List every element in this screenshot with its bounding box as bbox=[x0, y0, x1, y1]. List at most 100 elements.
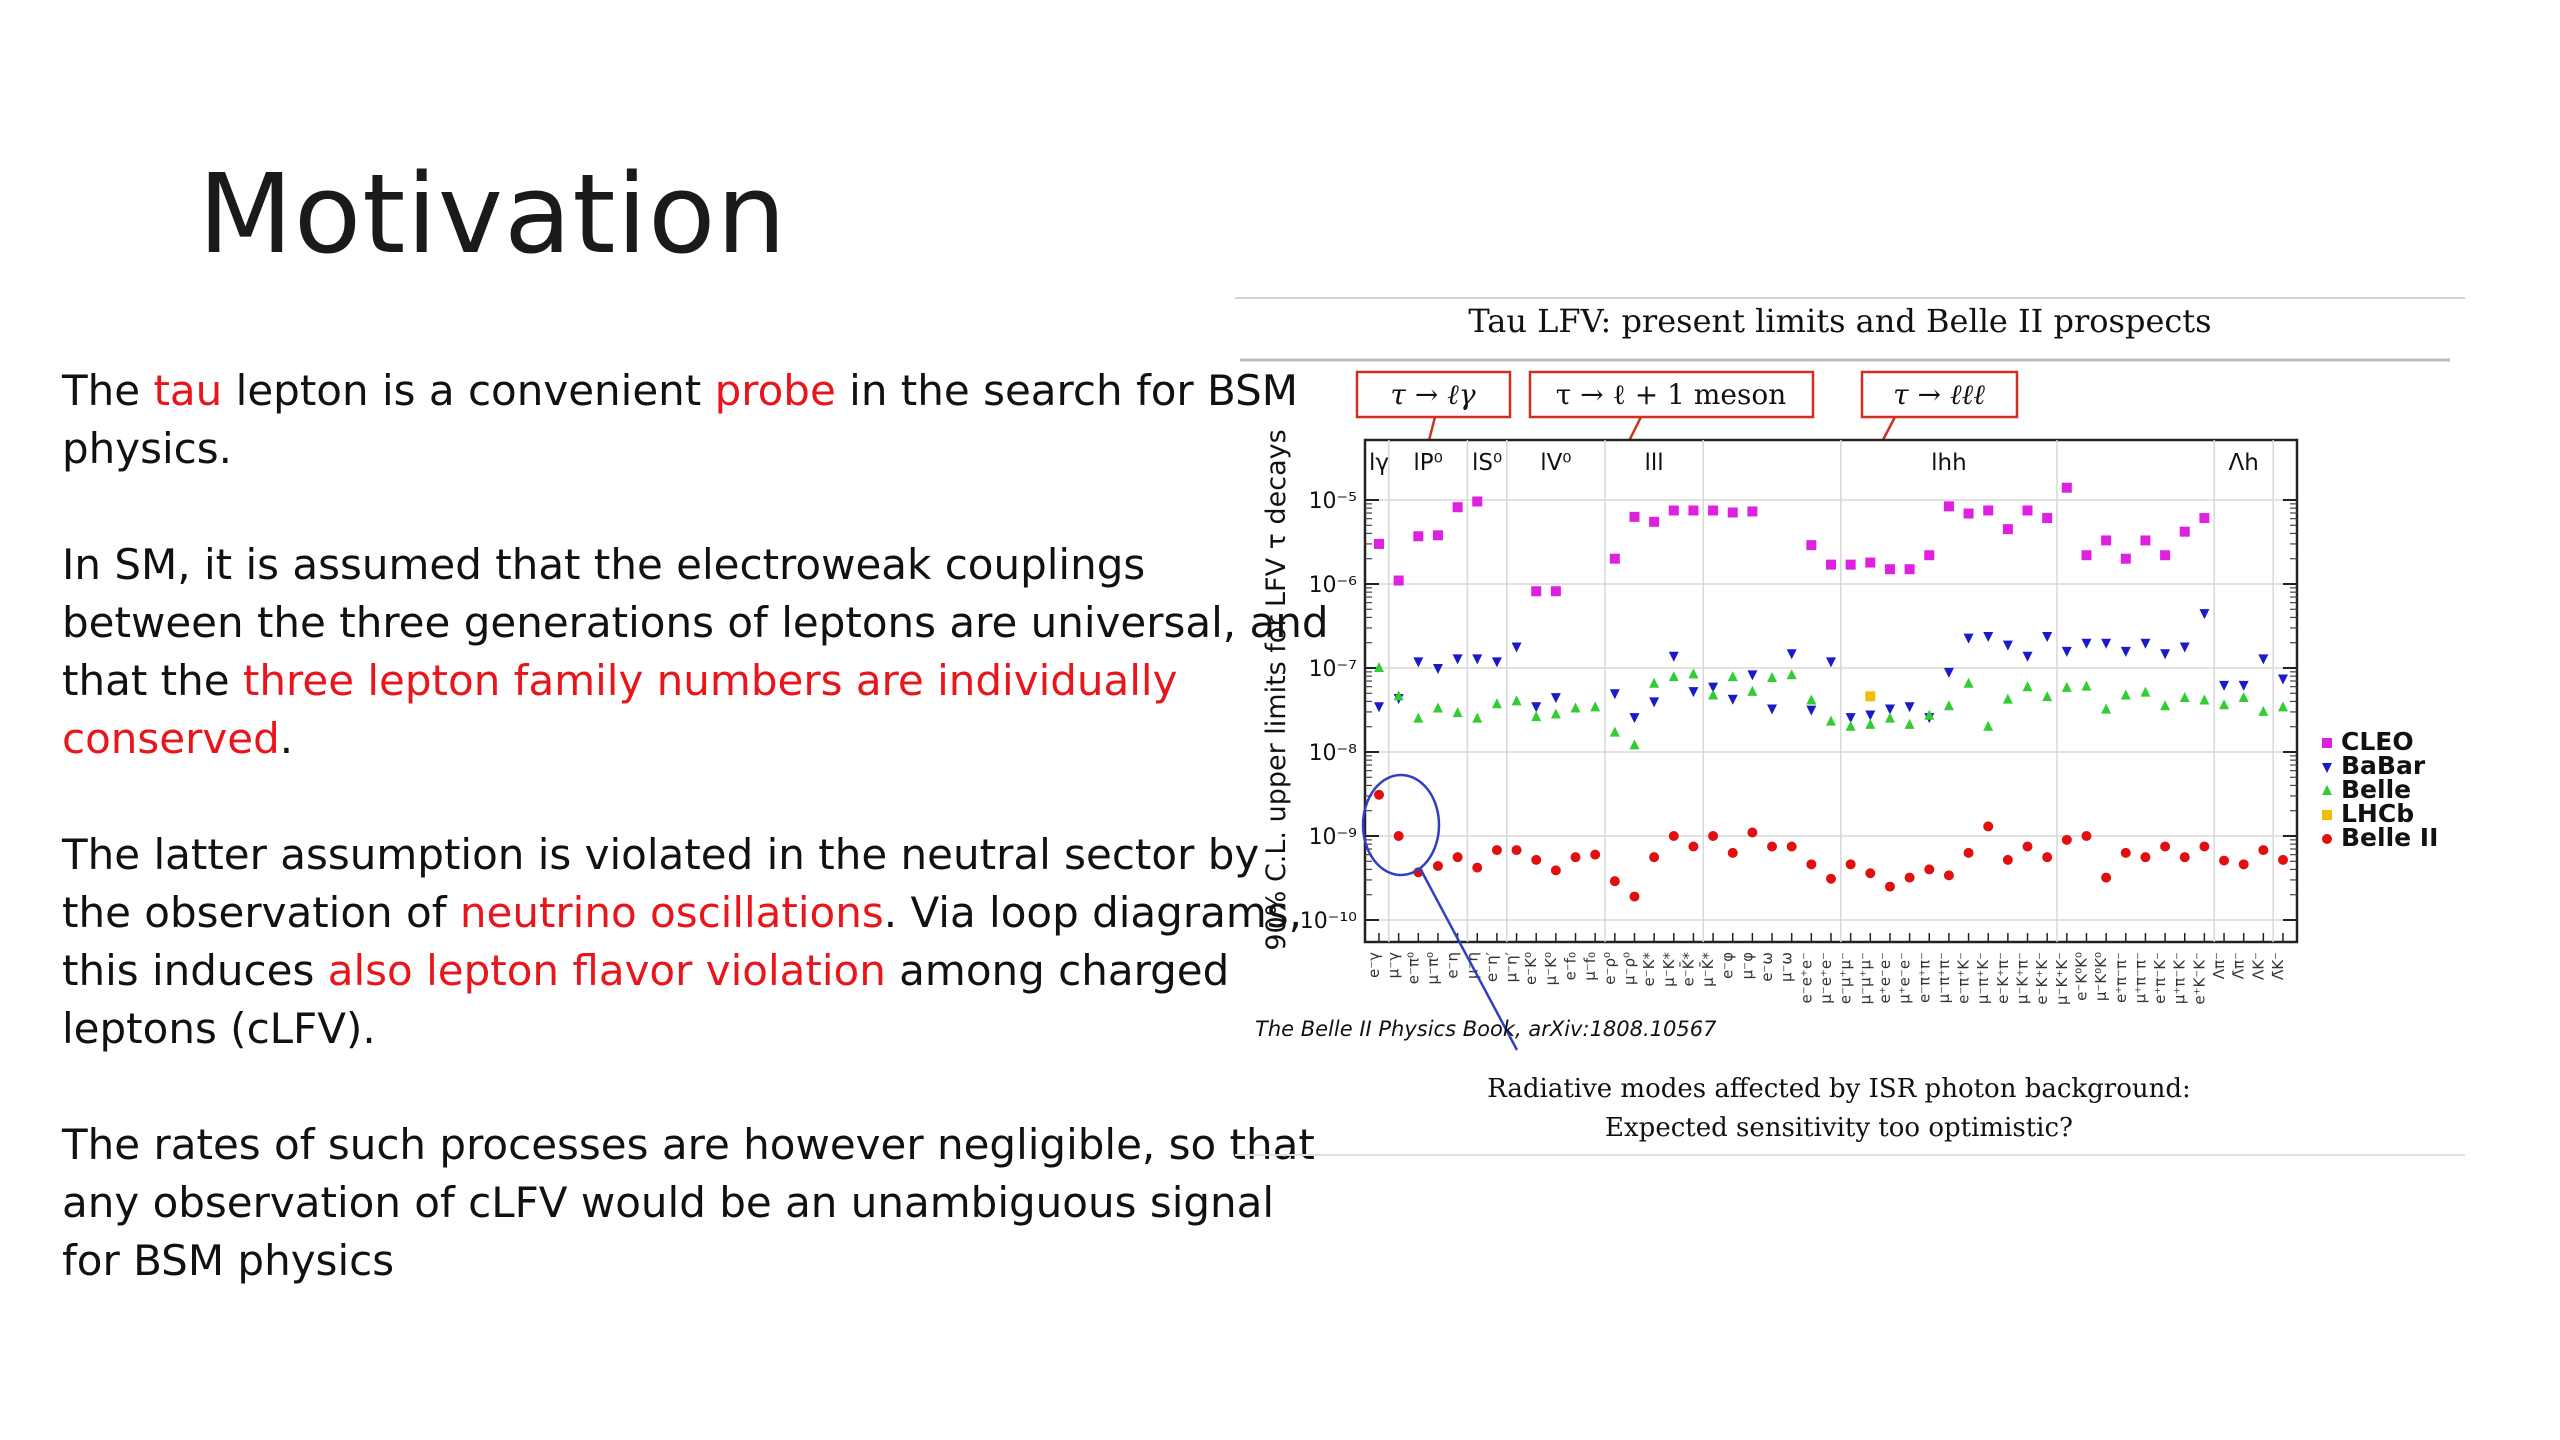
x-tick-label: e⁺e⁻e⁻ bbox=[1876, 952, 1894, 1003]
marker-belle bbox=[1629, 739, 1640, 750]
marker-belle bbox=[1767, 672, 1778, 683]
x-tick-label: μ⁻π⁰ bbox=[1424, 952, 1442, 985]
y-tick-label: 10⁻⁷ bbox=[1309, 657, 1357, 682]
marker-babar bbox=[2022, 651, 2033, 662]
body-span: . Via loop diagrams, this induces bbox=[62, 888, 1302, 995]
marker-cleo bbox=[1550, 586, 1561, 597]
marker-belle bbox=[1531, 711, 1542, 722]
x-tick-label: μ⁺π⁻K⁻ bbox=[2171, 952, 2189, 1004]
body-span: in the search for BSM physics. bbox=[62, 366, 1299, 473]
marker-belle-ii bbox=[1629, 891, 1640, 902]
highlight-pointer bbox=[1419, 869, 1519, 1051]
marker-belle-ii bbox=[2238, 859, 2249, 870]
x-tick-label: e⁻η bbox=[1444, 952, 1462, 979]
x-tick-label: e⁻K̄* bbox=[1679, 952, 1698, 987]
data-points bbox=[1374, 482, 2288, 902]
marker-belle-ii bbox=[2042, 852, 2053, 863]
marker-belle-ii bbox=[2120, 847, 2131, 858]
marker-belle-ii bbox=[1806, 859, 1817, 870]
marker-cleo bbox=[2061, 482, 2072, 493]
legend-label: CLEO bbox=[2341, 727, 2414, 756]
marker-cleo bbox=[1826, 559, 1836, 570]
marker-cleo bbox=[2199, 513, 2210, 524]
body-span: The bbox=[62, 366, 154, 415]
marker-belle-ii bbox=[1491, 845, 1502, 856]
paragraph-3: The latter assumption is violated in the… bbox=[62, 826, 1332, 1058]
group-label: Λh bbox=[2229, 450, 2259, 476]
marker-belle bbox=[1884, 712, 1895, 723]
x-tick-label: μ⁻e⁺e⁻ bbox=[1817, 952, 1835, 1004]
box-three-lepton-label: τ → ℓℓℓ bbox=[1893, 378, 1985, 411]
marker-belle bbox=[1590, 701, 1601, 712]
paragraph-1: The tau lepton is a convenient probe in … bbox=[62, 362, 1332, 478]
marker-babar bbox=[2238, 680, 2249, 691]
plot-frame bbox=[1363, 438, 2299, 944]
marker-belle-ii bbox=[1668, 831, 1679, 841]
marker-belle bbox=[1649, 677, 1660, 688]
marker-belle bbox=[1550, 708, 1561, 719]
body-text: The tau lepton is a convenient probe in … bbox=[62, 362, 1332, 1348]
box-radiative bbox=[1355, 370, 1512, 419]
marker-belle-ii bbox=[1374, 789, 1384, 800]
marker-cleo bbox=[1688, 505, 1699, 516]
marker-belle-ii bbox=[1432, 860, 1443, 871]
figure-heading: Tau LFV: present limits and Belle II pro… bbox=[1468, 302, 2211, 340]
marker-babar bbox=[2179, 642, 2190, 653]
group-label: lhh bbox=[1931, 450, 1967, 476]
marker-babar bbox=[1983, 632, 1994, 643]
marker-babar bbox=[2322, 763, 2332, 773]
x-tick-label: μ⁻K⁰ bbox=[1542, 952, 1560, 985]
marker-belle bbox=[2238, 691, 2249, 702]
marker-belle-ii bbox=[1747, 827, 1758, 838]
marker-belle-ii bbox=[1472, 862, 1483, 873]
marker-belle bbox=[2199, 694, 2210, 705]
marker-belle bbox=[1727, 671, 1738, 682]
marker-belle bbox=[2081, 680, 2092, 691]
x-tick-label: e⁻ω bbox=[1758, 952, 1776, 982]
marker-cleo bbox=[2002, 524, 2013, 535]
marker-belle bbox=[1688, 668, 1699, 679]
marker-belle-ii bbox=[2081, 831, 2092, 841]
highlight-text: three lepton family numbers are individu… bbox=[62, 656, 1178, 763]
x-tick-label: μ⁻π⁺π⁻ bbox=[1935, 952, 1953, 1003]
marker-belle-ii bbox=[1983, 821, 1994, 832]
marker-cleo bbox=[1747, 506, 1758, 517]
x-tick-label: μ⁻ρ⁰ bbox=[1620, 952, 1638, 985]
marker-belle bbox=[1432, 702, 1443, 713]
marker-belle-ii bbox=[2022, 841, 2033, 852]
legend-label: BaBar bbox=[2341, 751, 2426, 780]
marker-belle-ii bbox=[1943, 870, 1954, 881]
marker-belle-ii bbox=[1904, 872, 1915, 883]
marker-belle bbox=[1413, 712, 1424, 723]
marker-babar bbox=[1786, 649, 1797, 660]
marker-belle-ii bbox=[2258, 845, 2269, 856]
marker-babar bbox=[1904, 702, 1915, 713]
box-three-lepton bbox=[1860, 370, 2019, 419]
marker-lhcb bbox=[1865, 691, 1876, 702]
marker-babar bbox=[1374, 702, 1384, 713]
marker-belle bbox=[1826, 715, 1836, 726]
marker-cleo bbox=[2101, 535, 2112, 546]
x-tick-label: Λ̄K⁻ bbox=[2269, 952, 2287, 980]
marker-belle-ii bbox=[2278, 854, 2288, 865]
marker-belle-ii bbox=[2061, 834, 2072, 845]
marker-cleo bbox=[1432, 530, 1443, 541]
marker-belle bbox=[1609, 726, 1620, 737]
marker-cleo bbox=[2179, 526, 2190, 537]
marker-babar bbox=[2061, 646, 2072, 657]
group-label: lγ bbox=[1369, 450, 1389, 476]
y-tick-label: 10⁻⁸ bbox=[1309, 741, 1358, 766]
marker-cleo bbox=[2022, 505, 2033, 516]
marker-babar bbox=[2278, 674, 2288, 685]
marker-babar bbox=[1806, 705, 1817, 716]
marker-belle-ii bbox=[1845, 859, 1856, 870]
x-tick-label: e⁻K⁰ bbox=[1522, 952, 1540, 985]
marker-belle-ii bbox=[1570, 852, 1581, 863]
group-label: lll bbox=[1645, 450, 1664, 476]
x-tick-label: e⁺K⁻K⁻ bbox=[2190, 952, 2208, 1005]
legend-label: Belle II bbox=[2341, 823, 2438, 852]
marker-cleo bbox=[1924, 550, 1935, 561]
marker-babar bbox=[2219, 680, 2230, 691]
slide-title: Motivation bbox=[198, 150, 788, 278]
marker-babar bbox=[1629, 713, 1640, 724]
